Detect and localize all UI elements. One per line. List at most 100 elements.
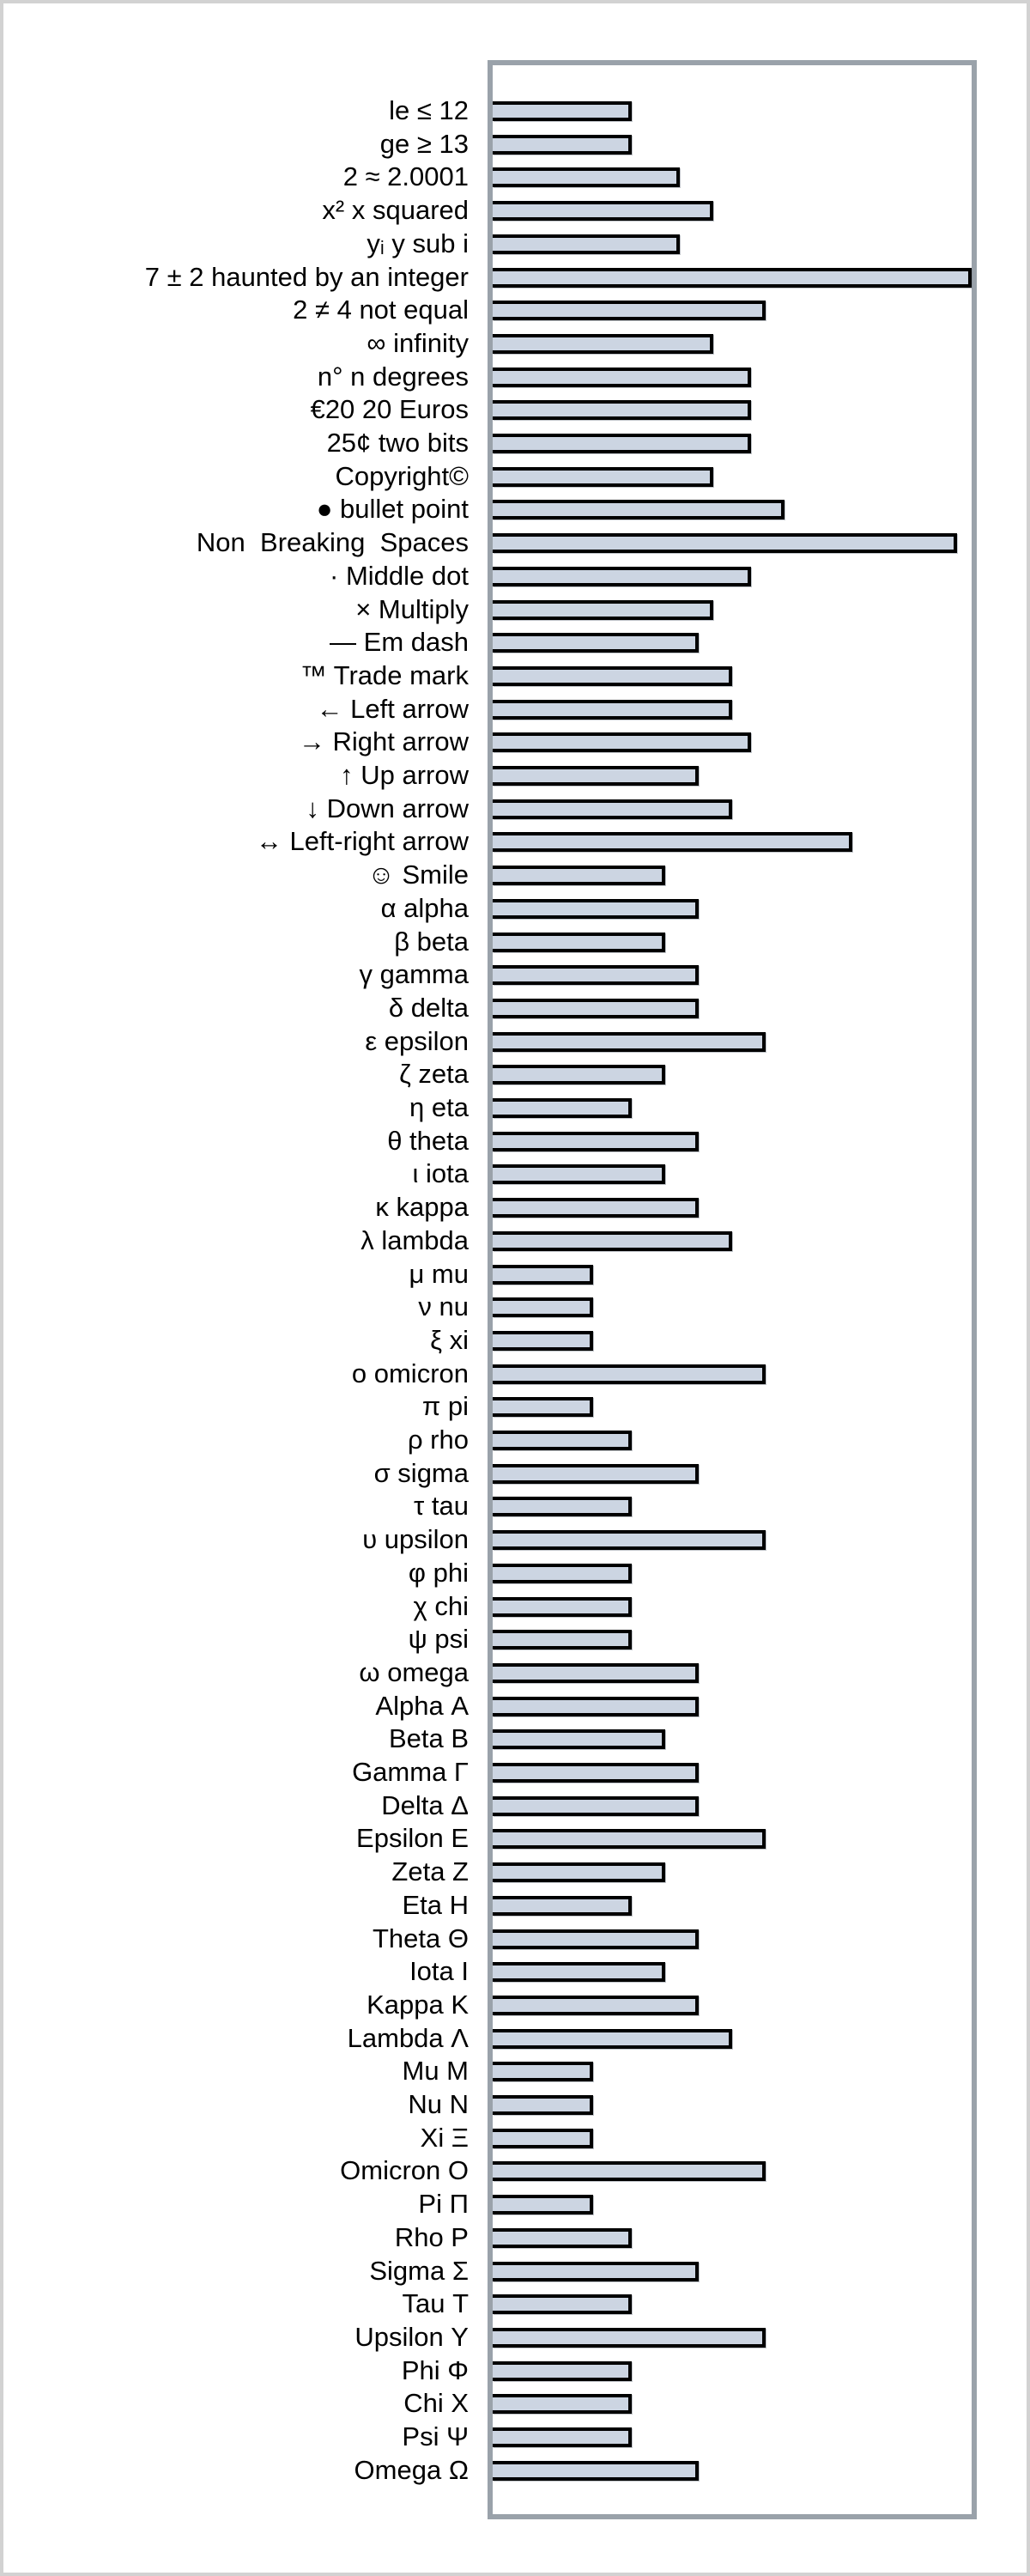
category-label: 7 ± 2 haunted by an integer: [144, 261, 469, 292]
category-label: 25¢ two bits: [326, 428, 469, 458]
bar: [493, 2427, 632, 2447]
bar: [493, 2360, 632, 2381]
category-label: μ mu: [409, 1258, 469, 1289]
bar: [493, 898, 699, 919]
bar: [493, 2327, 766, 2348]
category-label: x² x squared: [322, 195, 469, 226]
category-label: Xi Ξ: [420, 2122, 469, 2153]
bar: [493, 1929, 699, 1949]
category-label: €20 20 Euros: [310, 394, 469, 425]
category-label: γ gamma: [359, 959, 469, 990]
bar: [493, 965, 699, 986]
category-label: Copyright©: [335, 460, 469, 491]
bar: [493, 2161, 766, 2182]
category-label: ι iota: [412, 1158, 469, 1189]
category-label: Chi Χ: [403, 2388, 469, 2419]
bar: [493, 2062, 593, 2082]
bar: [493, 1364, 766, 1384]
bar: [493, 832, 852, 853]
bar: [493, 766, 699, 786]
bar: [493, 1297, 593, 1318]
bar: [493, 1596, 632, 1617]
category-label: δ delta: [388, 992, 469, 1023]
category-label: Beta Β: [388, 1723, 469, 1754]
category-label: ↓ Down arrow: [306, 793, 470, 823]
category-label: Mu Μ: [402, 2056, 470, 2087]
bar: [493, 1729, 665, 1750]
category-label: ψ psi: [408, 1624, 469, 1655]
category-label: Eta Η: [402, 1889, 469, 1920]
bar: [493, 1065, 665, 1085]
category-label: Gamma Γ: [352, 1757, 469, 1787]
category-label: σ sigma: [373, 1457, 469, 1488]
bar: [493, 1630, 632, 1650]
category-label: Alpha Α: [375, 1690, 469, 1721]
bar: [493, 400, 751, 421]
bar: [493, 2294, 632, 2315]
category-label: λ lambda: [360, 1224, 469, 1255]
category-label: Delta Δ: [381, 1789, 469, 1820]
bar: [493, 599, 713, 620]
bar: [493, 500, 785, 520]
category-label: ν nu: [418, 1291, 469, 1322]
bar: [493, 1131, 699, 1151]
bar: [493, 1962, 665, 1983]
bar: [493, 267, 972, 288]
bar: [493, 1530, 766, 1551]
category-label: ο omicron: [351, 1358, 469, 1388]
bar: [493, 665, 732, 686]
bar: [493, 1862, 665, 1883]
category-label: le ≤ 12: [389, 95, 469, 125]
bar: [493, 1330, 593, 1351]
bar: [493, 699, 732, 720]
bar: [493, 201, 713, 222]
category-label: Omicron Ο: [340, 2155, 469, 2186]
bar: [493, 1264, 593, 1285]
bar: [493, 1230, 732, 1251]
category-label: ™ Trade mark: [300, 659, 469, 690]
bar: [493, 367, 751, 387]
category-label: β beta: [394, 926, 469, 957]
category-label: Theta Θ: [373, 1923, 469, 1953]
bar: [493, 866, 665, 886]
category-label: ← Left arrow: [316, 693, 469, 724]
bar: [493, 633, 699, 653]
category-label: α alpha: [380, 892, 469, 923]
bar: [493, 998, 699, 1018]
category-label: Kappa Κ: [367, 1989, 469, 2020]
bar: [493, 1497, 632, 1517]
category-label: ρ rho: [407, 1425, 469, 1455]
category-label: ge ≥ 13: [379, 128, 469, 159]
bar: [493, 2095, 593, 2115]
bar: [493, 932, 665, 952]
category-label: Rho Ρ: [394, 2221, 469, 2252]
bar: [493, 2195, 593, 2215]
bar: [493, 2028, 732, 2049]
category-label: ∞ infinity: [367, 327, 469, 358]
bar: [493, 566, 751, 586]
bar: [493, 101, 632, 121]
category-label: → Right arrow: [298, 726, 469, 757]
category-label: yᵢ y sub i: [367, 228, 469, 258]
bar: [493, 1795, 699, 1816]
category-label: Lambda Λ: [347, 2022, 469, 2053]
category-label: 2 ≈ 2.0001: [342, 161, 469, 192]
bar: [493, 1895, 632, 1916]
bar: [493, 1164, 665, 1185]
category-label: ζ zeta: [399, 1059, 469, 1090]
bar: [493, 167, 680, 188]
category-label: ε epsilon: [365, 1025, 469, 1056]
category-label: — Em dash: [330, 627, 469, 658]
plot-area: [488, 60, 977, 2519]
bar: [493, 732, 751, 753]
bar: [493, 2261, 699, 2281]
category-label: φ phi: [408, 1557, 469, 1588]
bar: [493, 799, 732, 819]
bar: [493, 1696, 699, 1716]
category-label: Psi Ψ: [402, 2421, 469, 2451]
category-label: ↔ Left-right arrow: [255, 826, 469, 857]
category-label: π pi: [421, 1391, 469, 1422]
category-label: n° n degrees: [317, 361, 469, 392]
bar: [493, 1031, 766, 1052]
